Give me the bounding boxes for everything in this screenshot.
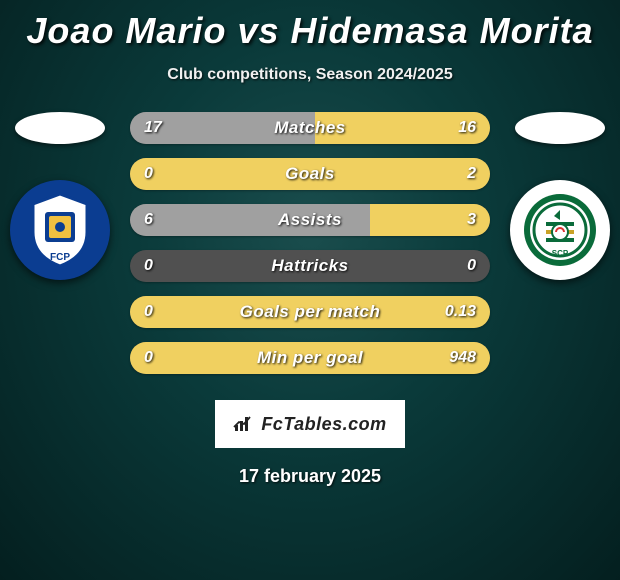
- stat-row: 00Hattricks: [130, 250, 490, 282]
- subtitle: Club competitions, Season 2024/2025: [0, 66, 620, 84]
- brand-badge: FcTables.com: [215, 400, 405, 448]
- date-text: 17 february 2025: [0, 466, 620, 487]
- stat-label: Matches: [130, 112, 490, 144]
- chart-icon: [233, 415, 255, 433]
- brand-text: FcTables.com: [261, 414, 386, 435]
- stat-row: 0948Min per goal: [130, 342, 490, 374]
- stat-row: 63Assists: [130, 204, 490, 236]
- stat-row: 02Goals: [130, 158, 490, 190]
- stat-label: Goals: [130, 158, 490, 190]
- right-country-flag: [515, 112, 605, 144]
- stat-row: 1716Matches: [130, 112, 490, 144]
- shield-icon: SCP: [520, 190, 600, 270]
- shield-icon: FCP: [25, 190, 95, 270]
- right-player-column: SCP: [500, 112, 620, 280]
- left-player-column: FCP: [0, 112, 120, 280]
- svg-text:FCP: FCP: [50, 252, 70, 263]
- stat-row: 00.13Goals per match: [130, 296, 490, 328]
- stat-label: Goals per match: [130, 296, 490, 328]
- left-club-badge: FCP: [10, 180, 110, 280]
- stat-label: Min per goal: [130, 342, 490, 374]
- page-title: Joao Mario vs Hidemasa Morita: [0, 0, 620, 52]
- comparison-stage: FCP SCP 1716Matches 02Goals 63Assists 00Hat…: [0, 112, 620, 374]
- stat-label: Assists: [130, 204, 490, 236]
- right-club-badge: SCP: [510, 180, 610, 280]
- svg-text:SCP: SCP: [552, 249, 569, 258]
- left-country-flag: [15, 112, 105, 144]
- stat-label: Hattricks: [130, 250, 490, 282]
- stat-bars: 1716Matches 02Goals 63Assists 00Hattricks 00…: [130, 112, 490, 374]
